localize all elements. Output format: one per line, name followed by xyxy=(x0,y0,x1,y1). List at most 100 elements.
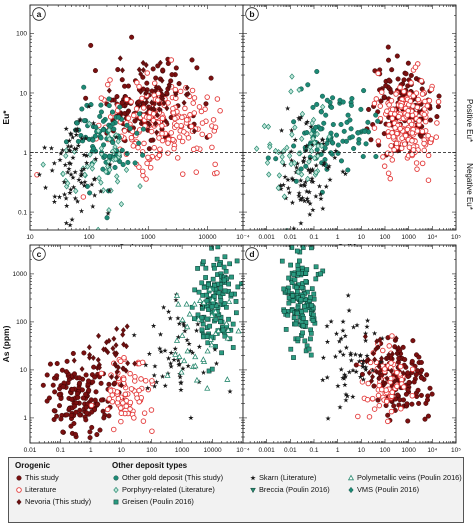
data-point xyxy=(203,275,208,280)
data-point xyxy=(234,258,240,264)
data-point xyxy=(66,147,72,153)
data-point xyxy=(145,385,151,391)
data-point xyxy=(351,146,357,152)
data-point xyxy=(177,88,184,95)
data-point xyxy=(121,365,127,372)
legend-label: Greisen (Poulin 2016) xyxy=(122,497,194,506)
data-point xyxy=(320,141,326,147)
data-point xyxy=(291,143,297,149)
data-point xyxy=(379,89,385,95)
data-point xyxy=(315,140,322,146)
data-point xyxy=(415,96,421,103)
data-point xyxy=(285,105,291,111)
data-point xyxy=(388,367,394,374)
y-tick-label: 0.1 xyxy=(18,209,27,216)
data-point xyxy=(114,374,120,381)
data-point xyxy=(326,133,332,140)
data-point xyxy=(196,344,203,350)
data-point xyxy=(305,166,312,172)
data-point xyxy=(165,308,172,315)
x-tick-label: 100 xyxy=(146,447,157,454)
data-point xyxy=(311,312,316,318)
data-point xyxy=(342,371,348,378)
data-point xyxy=(218,298,224,304)
data-point xyxy=(386,102,392,108)
data-point xyxy=(435,99,442,105)
x-tick-label: 1 xyxy=(336,234,340,241)
data-point xyxy=(300,159,307,165)
data-point xyxy=(230,321,236,327)
data-point xyxy=(140,126,146,132)
data-point xyxy=(330,140,336,146)
data-point xyxy=(173,297,179,303)
data-point xyxy=(281,162,287,168)
data-point xyxy=(192,287,198,293)
data-point xyxy=(303,143,309,149)
data-point xyxy=(199,280,205,286)
data-point xyxy=(74,120,80,126)
x-tick-label: 100 xyxy=(84,234,95,241)
data-point xyxy=(106,381,112,387)
y-axis-label: Eu* xyxy=(1,110,11,125)
data-point xyxy=(409,138,415,144)
data-point xyxy=(151,80,158,87)
legend-other-title: Other deposit types xyxy=(112,461,188,470)
data-point xyxy=(128,134,135,141)
side-label-negative: Negative Eu* xyxy=(465,163,474,210)
data-point xyxy=(303,120,309,126)
x-tick-label: 10 xyxy=(26,234,34,241)
data-point xyxy=(381,366,388,372)
data-point xyxy=(57,403,63,409)
data-point xyxy=(40,382,46,388)
data-point xyxy=(307,295,313,300)
data-point xyxy=(106,135,113,143)
data-point xyxy=(265,155,271,161)
data-point xyxy=(364,317,371,323)
data-point xyxy=(164,90,170,96)
data-point xyxy=(295,168,301,176)
data-point xyxy=(136,387,142,394)
data-point xyxy=(121,128,128,134)
data-point xyxy=(67,160,74,167)
data-point xyxy=(362,337,369,343)
data-point xyxy=(302,303,307,309)
data-point xyxy=(425,397,431,403)
data-point xyxy=(416,354,422,360)
data-point xyxy=(78,180,85,186)
data-point xyxy=(376,375,382,382)
data-point xyxy=(76,375,82,381)
x-tick-label: 10 xyxy=(358,234,366,241)
data-point xyxy=(168,363,174,369)
data-point xyxy=(155,63,161,69)
data-point xyxy=(196,104,203,110)
data-point xyxy=(396,344,402,351)
data-point xyxy=(222,333,228,339)
x-tick-label: 10 xyxy=(358,447,366,454)
data-point xyxy=(409,401,415,407)
data-point xyxy=(363,141,369,147)
data-point xyxy=(376,402,383,409)
data-point xyxy=(156,152,163,159)
data-point xyxy=(78,208,85,214)
data-point xyxy=(209,296,216,303)
data-point xyxy=(289,175,295,181)
data-point xyxy=(181,322,187,328)
data-points xyxy=(34,34,223,230)
data-point xyxy=(224,304,229,310)
data-point xyxy=(379,335,385,341)
data-point xyxy=(146,351,153,357)
data-point xyxy=(392,111,398,117)
data-point xyxy=(61,179,67,185)
data-point xyxy=(185,135,192,141)
data-point xyxy=(174,155,181,161)
data-point xyxy=(285,312,291,318)
data-point xyxy=(403,71,409,77)
data-point xyxy=(313,276,319,282)
y-tick-label: 10 xyxy=(20,367,28,374)
data-point xyxy=(86,103,92,109)
data-point xyxy=(384,108,390,114)
data-point xyxy=(345,112,351,118)
panel-b: 10⁻⁴0.0010.010.1110100100010⁴10⁵Sr/MoPos… xyxy=(236,4,474,252)
data-point xyxy=(83,404,89,410)
data-point xyxy=(206,282,211,287)
